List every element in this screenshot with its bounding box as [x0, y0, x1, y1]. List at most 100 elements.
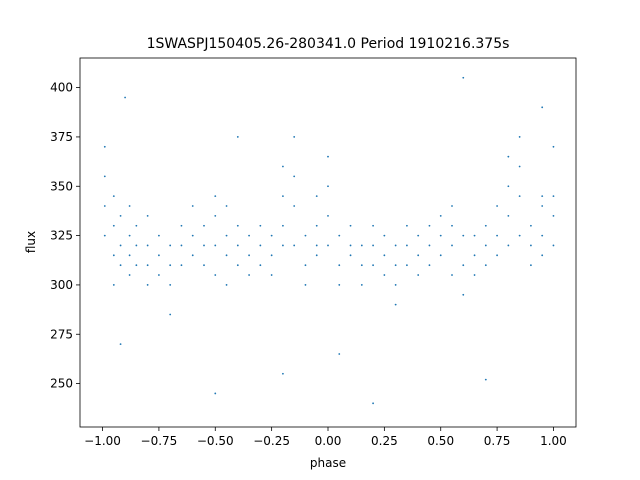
x-tick-label: 0.25 — [371, 434, 398, 448]
point — [315, 254, 318, 257]
x-axis-label: phase — [310, 456, 346, 470]
point — [496, 234, 498, 237]
point — [214, 244, 217, 247]
point — [417, 234, 420, 237]
x-tick-label: −0.75 — [141, 434, 178, 448]
point — [135, 244, 138, 247]
point — [338, 353, 341, 355]
point — [394, 284, 397, 286]
point — [383, 274, 386, 276]
point — [327, 244, 329, 247]
point — [383, 234, 386, 237]
point — [119, 214, 122, 217]
point — [128, 254, 131, 257]
point — [169, 313, 172, 316]
point — [282, 244, 284, 247]
x-tick-label: −0.50 — [197, 434, 234, 448]
chart-title: 1SWASPJ150405.26-280341.0 Period 1910216… — [147, 36, 510, 52]
point — [128, 205, 131, 207]
point — [158, 274, 160, 276]
plot-frame — [79, 57, 577, 428]
point — [304, 264, 307, 267]
point — [146, 244, 149, 247]
y-tick-label: 375 — [50, 130, 73, 144]
point — [225, 284, 228, 286]
point — [158, 254, 160, 257]
point — [169, 264, 172, 267]
point — [304, 234, 307, 237]
x-tick-label: −0.25 — [253, 434, 290, 448]
point — [372, 264, 374, 267]
point — [158, 234, 160, 237]
point — [451, 224, 453, 227]
point — [541, 254, 544, 257]
point — [518, 234, 521, 237]
point — [225, 205, 228, 207]
point — [259, 264, 262, 267]
point — [236, 136, 239, 138]
point — [236, 244, 239, 247]
point — [180, 244, 183, 247]
point — [304, 284, 307, 286]
point — [338, 284, 341, 286]
point — [128, 234, 131, 237]
point — [484, 224, 487, 227]
point — [552, 214, 555, 217]
y-tick-label: 400 — [50, 81, 73, 95]
point — [293, 205, 296, 207]
point — [119, 343, 122, 346]
point — [473, 234, 476, 237]
y-tick-label: 325 — [50, 229, 73, 243]
point — [417, 274, 420, 276]
point — [214, 214, 217, 217]
point — [462, 76, 465, 79]
point — [394, 264, 397, 267]
point — [112, 224, 115, 227]
point — [484, 264, 487, 267]
point — [484, 244, 487, 247]
point — [451, 274, 453, 276]
point — [248, 234, 250, 237]
point — [338, 264, 341, 267]
point — [103, 205, 106, 207]
point — [496, 205, 498, 207]
point — [530, 244, 532, 247]
x-tick-label: 0.00 — [315, 434, 342, 448]
point — [530, 264, 532, 267]
point — [103, 234, 106, 237]
point — [428, 264, 431, 267]
point — [119, 264, 122, 267]
point — [282, 195, 284, 198]
point — [394, 244, 397, 247]
point — [327, 185, 329, 188]
point — [552, 145, 555, 148]
point — [372, 402, 374, 405]
x-tick-label: 0.50 — [427, 434, 454, 448]
y-tick-label: 275 — [50, 327, 73, 341]
point — [530, 224, 532, 227]
point — [135, 224, 138, 227]
point — [112, 195, 115, 198]
point — [338, 234, 341, 237]
point — [462, 264, 465, 267]
point — [428, 244, 431, 247]
point — [451, 244, 453, 247]
point — [315, 224, 318, 227]
point — [214, 195, 217, 198]
x-tick-label: 1.00 — [540, 434, 567, 448]
point — [439, 254, 442, 257]
point — [248, 274, 250, 276]
point — [225, 234, 228, 237]
point — [248, 254, 250, 257]
point — [507, 155, 510, 158]
point — [259, 244, 262, 247]
point — [439, 214, 442, 217]
point — [214, 392, 217, 395]
point — [169, 284, 172, 286]
point — [236, 264, 239, 267]
point — [541, 234, 544, 237]
point — [315, 195, 318, 198]
point — [315, 244, 318, 247]
x-tick-label: 0.75 — [484, 434, 511, 448]
point — [372, 224, 374, 227]
